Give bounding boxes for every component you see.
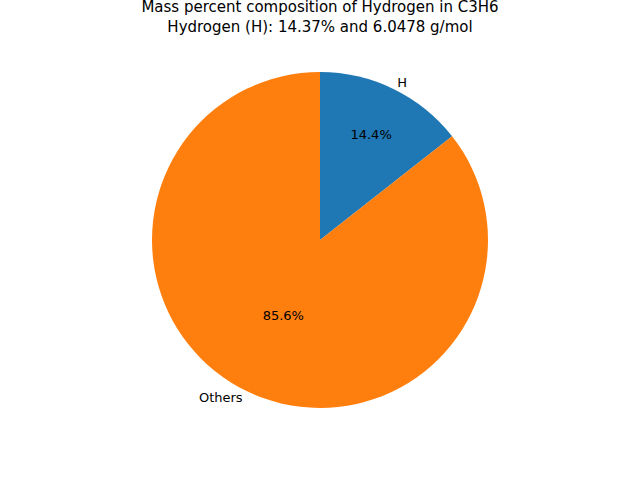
svg-text:14.4%: 14.4% xyxy=(350,127,391,142)
svg-text:Others: Others xyxy=(199,390,243,405)
svg-text:85.6%: 85.6% xyxy=(263,308,304,323)
svg-text:H: H xyxy=(397,75,407,90)
svg-text:Mass percent composition of Hy: Mass percent composition of Hydrogen in … xyxy=(141,0,498,36)
